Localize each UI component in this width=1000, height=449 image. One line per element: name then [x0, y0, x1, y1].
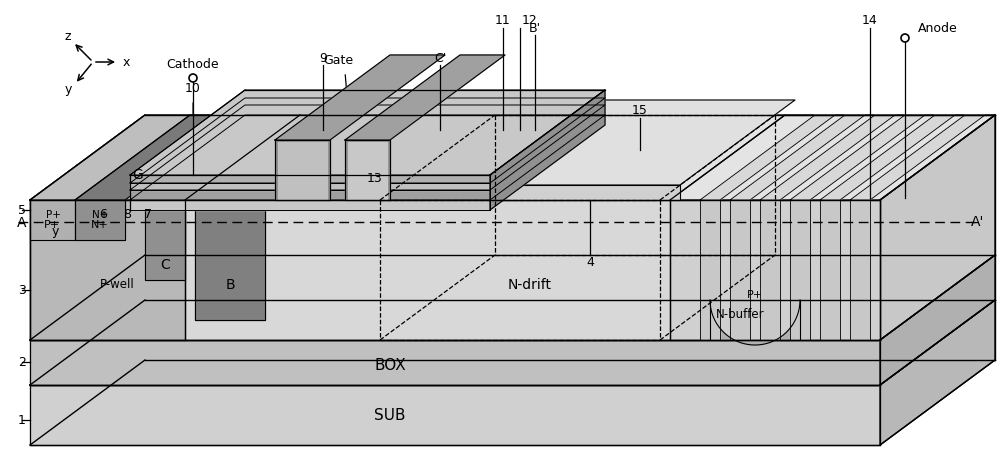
- Polygon shape: [30, 200, 75, 240]
- Polygon shape: [275, 55, 445, 140]
- Text: Anode: Anode: [918, 22, 958, 35]
- Polygon shape: [195, 200, 265, 320]
- Text: A': A': [971, 215, 985, 229]
- Text: 7: 7: [144, 208, 152, 221]
- Polygon shape: [145, 115, 300, 200]
- Polygon shape: [348, 142, 387, 200]
- Polygon shape: [490, 90, 605, 210]
- Text: 10: 10: [185, 82, 201, 94]
- Polygon shape: [790, 115, 925, 200]
- Polygon shape: [850, 115, 985, 200]
- Polygon shape: [145, 200, 185, 280]
- Text: 14: 14: [862, 13, 878, 26]
- Text: 8: 8: [123, 208, 131, 221]
- Text: z: z: [65, 30, 71, 43]
- Text: P+: P+: [46, 210, 60, 220]
- Polygon shape: [30, 255, 995, 340]
- Text: Gate: Gate: [323, 53, 353, 66]
- Polygon shape: [490, 185, 680, 200]
- Polygon shape: [850, 200, 870, 340]
- Polygon shape: [700, 115, 835, 200]
- Polygon shape: [130, 115, 605, 200]
- Text: B': B': [529, 22, 541, 35]
- Polygon shape: [30, 115, 995, 200]
- Polygon shape: [130, 200, 490, 210]
- Polygon shape: [275, 140, 330, 200]
- Polygon shape: [30, 385, 880, 445]
- Polygon shape: [130, 98, 605, 183]
- Polygon shape: [730, 200, 750, 340]
- Circle shape: [189, 74, 197, 82]
- Text: 5: 5: [18, 203, 26, 216]
- Polygon shape: [130, 105, 605, 190]
- Polygon shape: [790, 200, 810, 340]
- Text: 4: 4: [586, 255, 594, 269]
- Text: A: A: [17, 216, 27, 230]
- Text: B: B: [225, 278, 235, 292]
- Polygon shape: [75, 115, 240, 200]
- Polygon shape: [730, 115, 865, 200]
- Circle shape: [901, 34, 909, 42]
- Text: G: G: [133, 168, 143, 182]
- Text: 15: 15: [632, 104, 648, 116]
- Polygon shape: [278, 142, 327, 200]
- Polygon shape: [130, 183, 490, 190]
- Polygon shape: [670, 200, 880, 340]
- Text: P+: P+: [44, 220, 60, 230]
- Polygon shape: [30, 200, 185, 340]
- Text: N+: N+: [91, 220, 109, 230]
- Polygon shape: [30, 115, 300, 200]
- Polygon shape: [880, 255, 995, 385]
- Text: C: C: [160, 258, 170, 272]
- Text: N-buffer: N-buffer: [716, 308, 764, 321]
- Text: 3: 3: [18, 283, 26, 296]
- Polygon shape: [130, 90, 605, 175]
- Polygon shape: [30, 115, 190, 200]
- Polygon shape: [30, 340, 880, 385]
- Text: N+: N+: [92, 210, 108, 220]
- Polygon shape: [345, 55, 505, 140]
- Text: Cathode: Cathode: [167, 58, 219, 71]
- Text: y: y: [64, 84, 72, 97]
- Text: BOX: BOX: [374, 357, 406, 373]
- Polygon shape: [760, 200, 780, 340]
- Polygon shape: [820, 115, 955, 200]
- Text: y: y: [52, 225, 59, 238]
- Text: 13: 13: [367, 172, 383, 185]
- Polygon shape: [130, 175, 490, 183]
- Polygon shape: [670, 115, 995, 200]
- Polygon shape: [700, 200, 720, 340]
- Text: P+: P+: [747, 290, 763, 300]
- Text: 12: 12: [522, 13, 538, 26]
- Polygon shape: [760, 115, 895, 200]
- Polygon shape: [880, 300, 995, 445]
- Text: 6: 6: [99, 208, 107, 221]
- Polygon shape: [195, 115, 380, 200]
- Polygon shape: [345, 140, 390, 200]
- Text: 9: 9: [319, 52, 327, 65]
- Text: 1: 1: [18, 414, 26, 427]
- Polygon shape: [75, 200, 125, 240]
- Polygon shape: [30, 300, 995, 385]
- Text: 2: 2: [18, 356, 26, 369]
- Polygon shape: [130, 115, 605, 200]
- Polygon shape: [880, 115, 995, 340]
- Text: SUB: SUB: [374, 408, 406, 423]
- Polygon shape: [490, 100, 795, 185]
- Polygon shape: [30, 200, 880, 340]
- Polygon shape: [130, 190, 490, 200]
- Text: 11: 11: [495, 13, 511, 26]
- Text: x: x: [122, 56, 130, 69]
- Text: P-well: P-well: [100, 278, 135, 291]
- Polygon shape: [820, 200, 840, 340]
- Text: C': C': [434, 52, 446, 65]
- Text: N-drift: N-drift: [508, 278, 552, 292]
- Polygon shape: [710, 300, 800, 345]
